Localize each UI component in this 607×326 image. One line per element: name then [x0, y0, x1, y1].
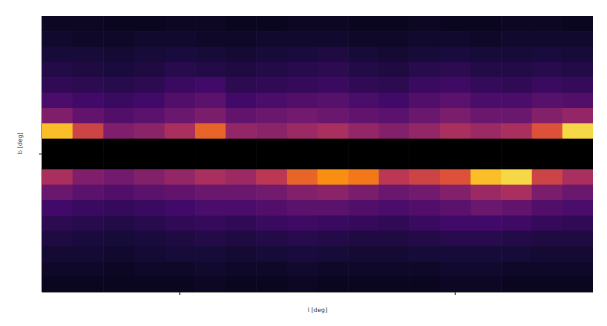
svg-text:l [deg]: l [deg] [308, 306, 328, 314]
svg-text:b [deg]: b [deg] [16, 132, 24, 154]
